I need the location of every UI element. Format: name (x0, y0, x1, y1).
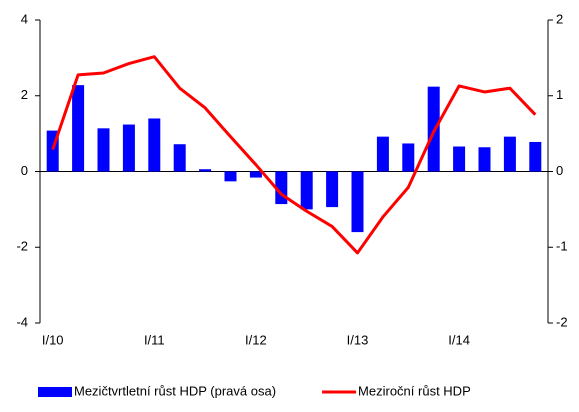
x-tick-label: I/13 (347, 332, 369, 347)
bar (224, 171, 237, 182)
y2-tick-label: -1 (556, 239, 568, 254)
bar (453, 146, 466, 172)
bar (72, 85, 85, 172)
bar (249, 171, 262, 178)
bar (122, 124, 135, 172)
y-tick-label: 0 (21, 163, 28, 178)
x-tick-label: I/10 (42, 332, 64, 347)
y2-tick-label: 0 (556, 163, 563, 178)
legend-label: Meziroční růst HDP (358, 383, 471, 398)
line (51, 55, 537, 255)
y-tick-label: -2 (16, 239, 28, 254)
x-tick-label: I/11 (144, 332, 165, 347)
y-tick-label: -4 (16, 314, 28, 329)
legend-swatch (38, 387, 72, 397)
y-tick-label: 4 (21, 11, 28, 26)
x-tick-label: I/12 (245, 332, 267, 347)
legend-label: Mezičtvrtletní růst HDP (pravá osa) (74, 383, 276, 398)
x-tick-label: I/14 (448, 332, 470, 347)
bar (173, 144, 186, 172)
bar (529, 141, 542, 172)
bar (97, 128, 110, 172)
bar (351, 171, 364, 233)
bar (326, 171, 339, 208)
bar (300, 171, 313, 210)
y2-tick-label: 2 (556, 11, 563, 26)
y2-tick-label: 1 (556, 87, 563, 102)
bar (402, 143, 415, 172)
bar (199, 169, 212, 172)
y-tick-label: 2 (21, 87, 28, 102)
bar (503, 136, 516, 172)
bar (478, 147, 491, 172)
bar (148, 118, 161, 172)
bar (376, 136, 389, 172)
y2-tick-label: -2 (556, 314, 568, 329)
